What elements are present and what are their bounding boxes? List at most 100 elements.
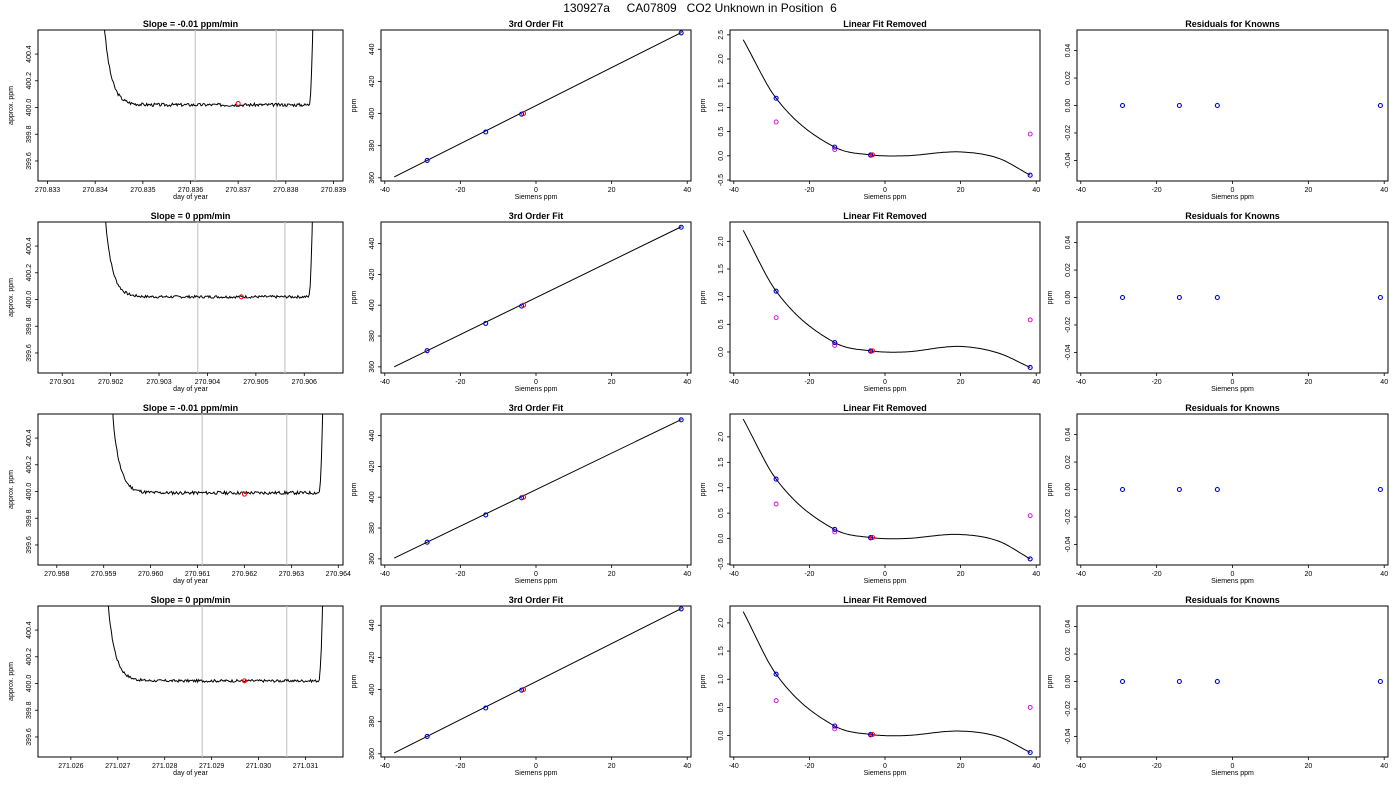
x-tick-label: 0 <box>883 187 887 194</box>
x-tick-label: 40 <box>683 379 691 386</box>
y-tick-label: 400 <box>369 299 376 311</box>
y-tick-label: 1.5 <box>718 457 725 467</box>
x-tick-label: 40 <box>683 187 691 194</box>
x-tick-label: -20 <box>804 763 814 770</box>
y-tick-label: -0.02 <box>1065 509 1072 525</box>
x-tick-label: 40 <box>683 571 691 578</box>
y-axis-label: ppm <box>1047 675 1054 689</box>
x-tick-label: 270.833 <box>35 187 60 194</box>
plot-frame <box>1076 221 1389 374</box>
y-tick-label: 1.0 <box>718 483 725 493</box>
x-tick-label: 270.835 <box>130 187 155 194</box>
y-tick-label: 420 <box>369 460 376 472</box>
panel-r4c2: 3rd Order Fit -40 -20 0 20 40 360 380 400 420 440 S… <box>351 595 692 777</box>
x-tick-label: 40 <box>1032 379 1040 386</box>
plot-area <box>742 39 1033 178</box>
y-tick-label: 0.02 <box>1065 263 1072 277</box>
x-tick-label: 270.839 <box>321 187 346 194</box>
fit-curve <box>742 611 1031 753</box>
y-tick-label: 0.00 <box>1065 675 1072 689</box>
x-tick-label: 0 <box>883 379 887 386</box>
known-standard-point <box>1214 294 1220 301</box>
known-standard-point <box>868 348 874 354</box>
known-standard-point <box>1214 678 1220 685</box>
y-tick-label: 440 <box>369 619 376 631</box>
y-tick-label: -0.5 <box>718 558 725 570</box>
panel-title: Linear Fit Removed <box>843 211 927 221</box>
x-tick-label: -20 <box>455 187 465 194</box>
y-tick-label: 0.00 <box>1065 483 1072 497</box>
y-tick-label: 380 <box>369 716 376 728</box>
y-tick-label: 440 <box>369 238 376 250</box>
panel-title: Linear Fit Removed <box>843 595 927 605</box>
y-tick-label: 2.0 <box>718 54 725 64</box>
x-tick-label: 40 <box>1380 571 1388 578</box>
panel-r2c3: Linear Fit Removed -40 -20 0 20 40 0.0 0.5 1.0 1.… <box>700 211 1041 393</box>
x-axis-label: Siemens ppm <box>515 386 558 393</box>
unknown-sample-point <box>870 731 876 737</box>
y-tick-label: 400 <box>369 684 376 696</box>
y-tick-label: -0.04 <box>1065 728 1072 744</box>
y-tick-label: 400 <box>369 491 376 503</box>
y-tick-label: 400.2 <box>26 264 33 282</box>
linear-removed-point <box>832 529 838 535</box>
y-tick-label: 400.2 <box>26 648 33 666</box>
x-tick-label: -20 <box>1152 187 1162 194</box>
known-standard-point <box>1119 102 1126 109</box>
linear-removed-point <box>773 315 779 321</box>
panel-title: Slope = -0.01 ppm/min <box>143 19 238 29</box>
y-tick-label: 400.4 <box>26 45 33 63</box>
panel-title: Residuals for Knowns <box>1185 403 1280 413</box>
unknown-sample-point <box>870 152 876 158</box>
x-axis-label: day of year <box>173 194 208 201</box>
x-tick-label: 270.905 <box>243 379 268 386</box>
known-standard-point <box>483 320 489 326</box>
panel-title: Slope = 0 ppm/min <box>151 211 231 221</box>
x-tick-label: 270.964 <box>326 571 351 578</box>
known-standard-point <box>868 152 874 158</box>
x-tick-label: -40 <box>380 571 390 578</box>
x-tick-label: 270.963 <box>279 571 304 578</box>
x-tick-label: 270.903 <box>146 379 171 386</box>
y-axis-label: ppm <box>1047 291 1054 305</box>
known-standard-point <box>1176 678 1182 685</box>
known-standard-point <box>773 288 779 294</box>
panel-r4c1: Slope = 0 ppm/min 271.026 271.027 271.028 27… <box>8 595 344 777</box>
x-tick-label: 270.959 <box>91 571 116 578</box>
plot-area <box>742 611 1033 756</box>
x-tick-label: -40 <box>729 379 739 386</box>
y-axis-label: ppm <box>700 675 707 689</box>
y-tick-label: 400.4 <box>26 237 33 255</box>
x-axis-label: day of year <box>173 770 208 777</box>
x-tick-label: 20 <box>957 187 965 194</box>
x-tick-label: 20 <box>608 379 616 386</box>
plot-frame <box>37 221 344 374</box>
panel-title: 3rd Order Fit <box>509 19 564 29</box>
x-tick-label: -20 <box>1152 763 1162 770</box>
y-tick-label: 0.02 <box>1065 71 1072 85</box>
x-tick-label: -40 <box>380 763 390 770</box>
x-tick-label: -20 <box>1152 571 1162 578</box>
y-tick-label: 399.8 <box>26 125 33 143</box>
unknown-sample-point <box>521 111 527 117</box>
unknown-sample-point <box>870 348 876 354</box>
y-axis-label: ppm <box>351 99 358 113</box>
y-tick-label: 400.4 <box>26 621 33 639</box>
y-tick-label: 400.0 <box>26 291 33 309</box>
x-tick-label: 20 <box>1304 763 1312 770</box>
x-tick-label: 40 <box>1032 187 1040 194</box>
y-tick-label: 0.02 <box>1065 647 1072 661</box>
x-tick-label: 20 <box>608 571 616 578</box>
y-tick-label: 399.6 <box>26 728 33 746</box>
plot-area <box>107 606 323 757</box>
y-tick-label: 440 <box>369 430 376 442</box>
y-tick-label: 2.5 <box>718 30 725 40</box>
known-standard-point <box>1214 486 1220 493</box>
panel-r1c4: Residuals for Knowns -40 -20 0 20 40 -0.04 -0.0… <box>1065 19 1389 201</box>
y-axis-label: ppm <box>351 675 358 689</box>
known-standard-point <box>773 671 779 677</box>
y-tick-label: 0.5 <box>718 319 725 329</box>
plot-area <box>1119 294 1383 301</box>
y-tick-label: 399.6 <box>26 152 33 170</box>
x-axis-label: Siemens ppm <box>1211 386 1254 393</box>
